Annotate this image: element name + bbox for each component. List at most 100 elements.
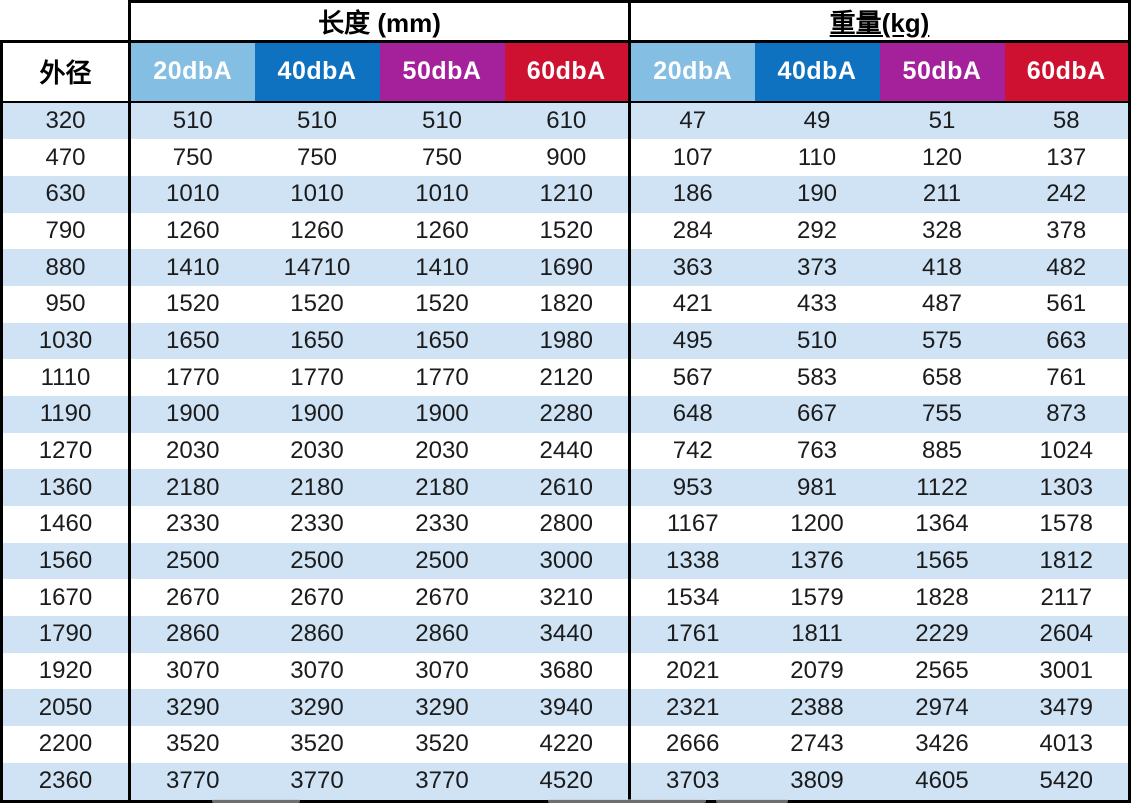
- weight-cell: 755: [921, 400, 963, 428]
- outer-diameter-cell: 1560: [0, 542, 131, 580]
- length-cell: 3290: [166, 693, 220, 721]
- length-cell: 2670: [166, 583, 220, 611]
- length-cell: 2120: [504, 359, 631, 397]
- length-cell: 2500: [166, 547, 220, 575]
- weight-cell: 120: [921, 143, 963, 171]
- weight-cell: 885: [921, 437, 963, 465]
- weight-cell: 575: [921, 327, 963, 355]
- length-cell: 1210: [504, 176, 631, 213]
- weight-cell: 211: [922, 180, 962, 208]
- length-cell: 2860: [166, 620, 220, 648]
- length-cell: 3290: [415, 693, 469, 721]
- length-cell: 1260: [290, 217, 344, 245]
- weight-cell: 873: [1004, 396, 1131, 433]
- weight-cell: 373: [796, 253, 838, 281]
- length-cell: 1900: [166, 400, 220, 428]
- length-cell: 2180: [166, 473, 220, 501]
- length-cell: 510: [172, 106, 213, 134]
- weight-cell: 190: [796, 180, 838, 208]
- length-cell: 3070: [166, 656, 220, 684]
- weight-cell: 1122: [916, 473, 968, 501]
- length-cell: 1010: [290, 180, 344, 208]
- outer-diameter-cell: 470: [0, 139, 131, 177]
- column-header-weight-50dba: 50dbA: [879, 41, 1005, 103]
- table-row: 470 750 750 750 900 107 110 120 137: [0, 139, 1131, 177]
- weight-cell: 742: [672, 437, 713, 465]
- weight-cell: 981: [796, 473, 838, 501]
- length-cell: 1650: [415, 327, 469, 355]
- outer-diameter-cell: 2050: [0, 689, 131, 726]
- weight-cell: 3001: [1004, 652, 1131, 690]
- length-cell: 4220: [504, 725, 631, 763]
- length-cell: 2860: [290, 620, 344, 648]
- length-cell: 1520: [504, 212, 631, 250]
- weight-cell: 663: [1004, 322, 1131, 360]
- length-cell: 2500: [415, 547, 469, 575]
- length-cell: 3770: [379, 762, 505, 803]
- table-row: 1670 2670 2670 2670 3210 1534 1579 1828 2117: [0, 579, 1131, 616]
- length-cell: 3770: [129, 762, 255, 803]
- weight-cell: 47: [679, 106, 707, 134]
- length-cell: 510: [296, 106, 338, 134]
- outer-diameter-cell: 1670: [0, 579, 131, 616]
- length-cell: 2330: [415, 510, 469, 538]
- length-cell: 2670: [290, 583, 344, 611]
- table-row: 1790 2860 2860 2860 3440 1761 1811 2229 2604: [0, 616, 1131, 653]
- length-cell: 1770: [415, 363, 469, 391]
- weight-cell: 667: [796, 400, 838, 428]
- length-cell: 1650: [166, 327, 220, 355]
- length-cell: 1410: [166, 253, 220, 281]
- column-header-weight-60dba: 60dbA: [1004, 41, 1131, 103]
- table-row: 1030 1650 1650 1650 1980 495 510 575 663: [0, 322, 1131, 360]
- weight-cell: 3479: [1004, 689, 1131, 726]
- length-cell: 750: [421, 143, 463, 171]
- weight-cell: 2974: [915, 693, 969, 721]
- length-cell: 900: [504, 139, 631, 177]
- weight-cell: 4013: [1004, 725, 1131, 763]
- length-cell: 1650: [290, 327, 344, 355]
- table-body: 320 510 510 510 610 47 49 51 58 470 750 750 750 900 10…: [0, 101, 1131, 803]
- length-cell: 3070: [415, 656, 469, 684]
- length-cell: 2030: [166, 437, 220, 465]
- weight-cell: 1200: [790, 510, 844, 538]
- outer-diameter-cell: 630: [0, 176, 131, 213]
- outer-diameter-cell: 790: [0, 212, 131, 250]
- column-header-weight-40dba: 40dbA: [754, 41, 880, 103]
- length-cell: 1260: [166, 217, 220, 245]
- table-row: 950 1520 1520 1520 1820 421 433 487 561: [0, 286, 1131, 323]
- weight-cell: 107: [672, 143, 713, 171]
- weight-cell: 1303: [1004, 469, 1131, 507]
- weight-cell: 2117: [1004, 579, 1131, 616]
- length-cell: 2180: [290, 473, 344, 501]
- group-header-length-label: 长度 (mm): [318, 8, 441, 38]
- weight-cell: 2743: [790, 730, 844, 758]
- length-cell: 3940: [504, 689, 631, 726]
- table-row: 2360 3770 3770 3770 4520 3703 3809 4605 5420: [0, 762, 1131, 803]
- table-row: 1270 2030 2030 2030 2440 742 763 885 1024: [0, 432, 1131, 470]
- outer-diameter-cell: 1110: [0, 359, 131, 397]
- weight-cell: 2079: [790, 656, 844, 684]
- length-cell: 3680: [504, 652, 631, 690]
- table-row: 1190 1900 1900 1900 2280 648 667 755 873: [0, 396, 1131, 433]
- length-cell: 510: [421, 106, 463, 134]
- table-row: 790 1260 1260 1260 1520 284 292 328 378: [0, 212, 1131, 250]
- weight-cell: 1534: [666, 583, 720, 611]
- weight-cell: 2321: [666, 693, 720, 721]
- weight-cell: 1812: [1004, 542, 1131, 580]
- length-cell: 2800: [504, 506, 631, 543]
- length-cell: 1900: [415, 400, 469, 428]
- length-cell: 1410: [415, 253, 469, 281]
- weight-cell: 1811: [791, 620, 843, 648]
- table-row: 320 510 510 510 610 47 49 51 58: [0, 101, 1131, 140]
- outer-diameter-cell: 2200: [0, 725, 131, 763]
- table-row: 880 1410 14710 1410 1690 363 373 418 482: [0, 249, 1131, 287]
- length-cell: 2610: [504, 469, 631, 507]
- length-cell: 3210: [504, 579, 631, 616]
- length-cell: 1010: [166, 180, 220, 208]
- watermark-fragment: [212, 799, 300, 803]
- length-cell: 2280: [504, 396, 631, 433]
- outer-diameter-cell: 1190: [0, 396, 131, 433]
- table-row: 1560 2500 2500 2500 3000 1338 1376 1565 1812: [0, 542, 1131, 580]
- weight-cell: 561: [1004, 286, 1131, 323]
